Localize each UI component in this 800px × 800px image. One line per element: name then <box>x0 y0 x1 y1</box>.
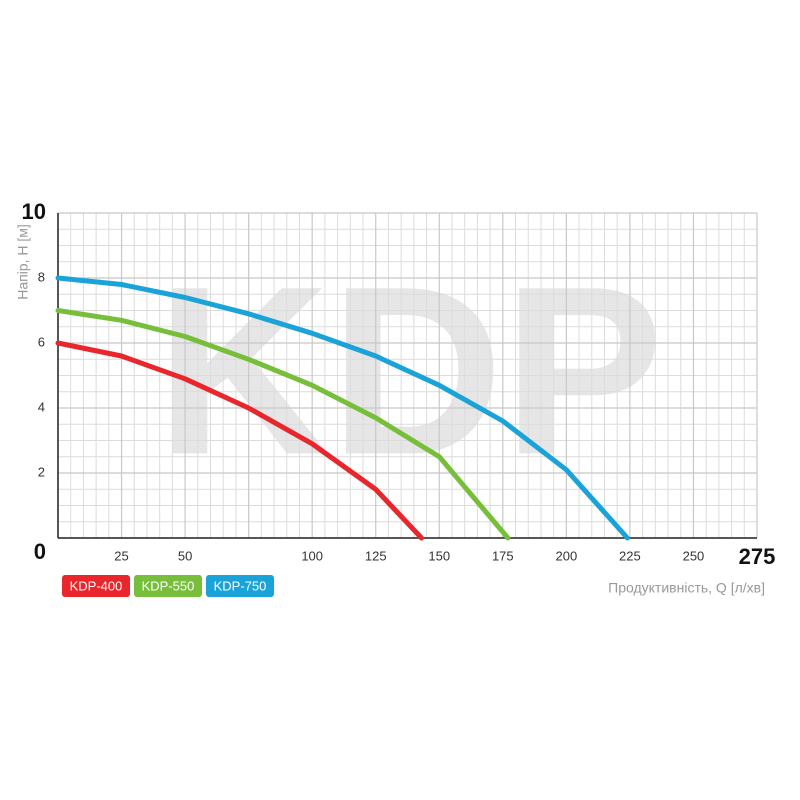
x-tick-label: 125 <box>365 548 387 563</box>
x-tick-label: 50 <box>178 548 192 563</box>
x-axis-label: Продуктивність, Q [л/хв] <box>608 580 765 596</box>
y-tick-label: 2 <box>38 464 45 479</box>
series-line <box>55 340 424 541</box>
x-tick-label: 225 <box>619 548 641 563</box>
legend-label: KDP-550 <box>142 578 195 593</box>
grid <box>57 212 758 539</box>
y-tick-label: 8 <box>38 269 45 284</box>
legend-swatch <box>206 575 274 597</box>
y-tick-label: 0 <box>34 539 46 564</box>
y-tick-label: 4 <box>38 399 45 414</box>
legend-swatch <box>134 575 202 597</box>
x-tick-label: 150 <box>428 548 450 563</box>
x-tick-label: 100 <box>301 548 323 563</box>
series-line <box>55 275 630 541</box>
y-tick-label: 6 <box>38 334 45 349</box>
x-tick-label: 275 <box>739 544 776 569</box>
legend-label: KDP-400 <box>70 578 123 593</box>
y-tick-label: 10 <box>22 199 46 224</box>
series-line <box>55 308 511 541</box>
x-tick-label: 175 <box>492 548 514 563</box>
x-tick-label: 250 <box>683 548 705 563</box>
legend-swatch <box>62 575 130 597</box>
x-tick-label: 25 <box>114 548 128 563</box>
x-tick-label: 200 <box>556 548 578 563</box>
y-axis-label: Напір, Н [м] <box>15 224 31 300</box>
legend-label: KDP-750 <box>214 578 267 593</box>
